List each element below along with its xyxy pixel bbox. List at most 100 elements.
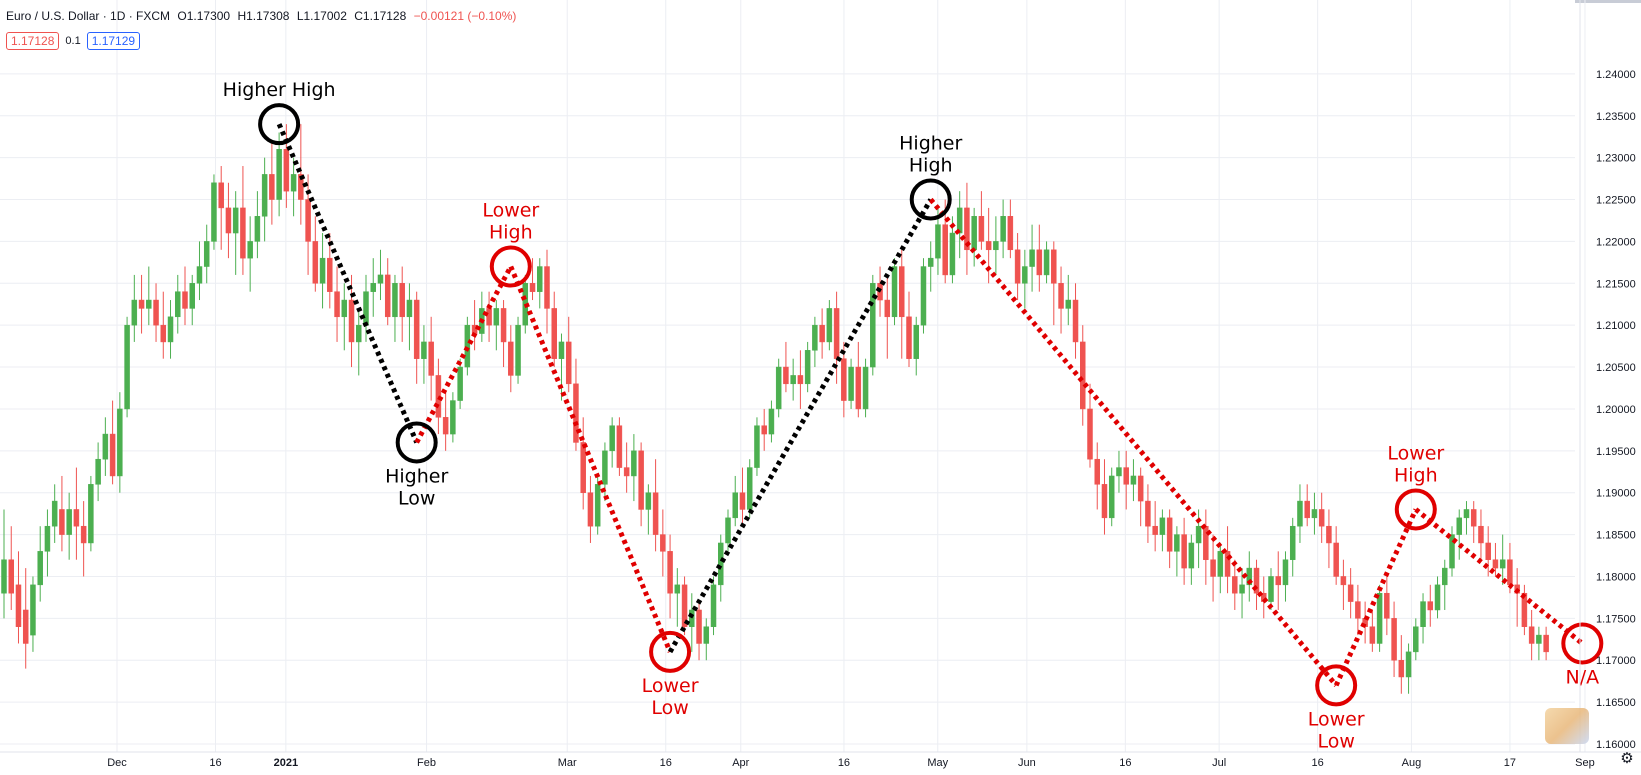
candle-body [59, 509, 65, 535]
candle [1333, 526, 1339, 585]
candle [689, 593, 695, 652]
candle [240, 166, 246, 275]
candle [1022, 249, 1028, 309]
swing-point-circle [909, 178, 952, 221]
y-tick-label: 1.23000 [1596, 153, 1636, 165]
candle-body [1224, 551, 1231, 577]
candle-body [1, 559, 7, 594]
candle [870, 274, 876, 376]
candle [334, 266, 340, 342]
candle [768, 400, 775, 443]
candle-body [1405, 651, 1412, 678]
candle-body [508, 341, 514, 376]
candle [1188, 534, 1195, 585]
candle-body [124, 324, 130, 410]
candle [674, 568, 681, 627]
candle [175, 274, 181, 334]
candle [1065, 274, 1072, 326]
candle [124, 316, 130, 418]
candle-body [298, 174, 304, 200]
trend-line [508, 265, 673, 653]
symbol-label[interactable]: Euro / U.S. Dollar · 1D · FXCM [6, 9, 171, 23]
candle-body [1210, 559, 1216, 577]
candle-body [1347, 584, 1354, 602]
candle-body [370, 283, 376, 292]
candle-body [884, 299, 891, 318]
x-tick-label: 16 [838, 757, 850, 769]
candle [1268, 568, 1274, 610]
candle [993, 216, 999, 275]
y-tick-label: 1.20500 [1596, 362, 1636, 374]
swing-point-label: Higher [899, 133, 962, 155]
y-tick-label: 1.16500 [1596, 697, 1636, 709]
candle-body [1022, 266, 1028, 284]
candle [298, 124, 304, 225]
candle-body [558, 341, 565, 359]
candle [783, 341, 789, 393]
candle [804, 341, 811, 393]
candle [1, 509, 7, 619]
candle [1130, 459, 1137, 502]
candle-body [1499, 559, 1506, 569]
candle-body [406, 299, 413, 318]
candle-body [1123, 467, 1129, 485]
candle-body [1420, 601, 1426, 627]
y-tick-label: 1.19000 [1596, 488, 1636, 500]
candle [1304, 484, 1310, 527]
candle [710, 576, 717, 636]
candle-body [703, 626, 710, 644]
candle [819, 308, 825, 359]
trend-layer [276, 123, 1584, 687]
candle [1326, 509, 1332, 569]
candle [102, 417, 109, 476]
candle-body [486, 308, 492, 326]
y-tick-label: 1.24000 [1596, 69, 1636, 81]
candle [442, 392, 449, 451]
candle-body [8, 559, 14, 594]
candle-body [833, 308, 840, 359]
settings-gear-icon[interactable]: ⚙ [1620, 750, 1634, 767]
candle-body [1195, 525, 1202, 544]
swing-point-label: Low [1317, 730, 1354, 752]
candle-body [1536, 634, 1542, 644]
candle [8, 526, 14, 610]
candle-body [377, 274, 384, 284]
candle [95, 442, 101, 502]
candle-body [537, 266, 543, 292]
candle [421, 325, 427, 384]
x-tick-label: 17 [1504, 757, 1516, 769]
x-tick-label: Sep [1575, 757, 1595, 769]
candle-body [790, 375, 796, 385]
candle-body [348, 299, 355, 343]
sell-button[interactable]: 1.17128 [6, 32, 60, 50]
candle-body [602, 450, 608, 485]
buy-button[interactable]: 1.17129 [86, 32, 141, 50]
candle-body [1391, 618, 1397, 661]
candle-body [1174, 534, 1180, 552]
y-tick-label: 1.22500 [1596, 195, 1636, 207]
candle [884, 274, 891, 359]
candle-body [276, 149, 282, 200]
candle-body [848, 366, 854, 401]
candle-body [985, 241, 992, 251]
candle [464, 316, 471, 376]
candle [587, 475, 594, 543]
candle [319, 233, 326, 309]
open-value: O1.17300 [177, 9, 231, 23]
candle-body [1326, 525, 1332, 544]
candle [1362, 601, 1368, 644]
candle [1376, 584, 1383, 652]
swing-point-circle [489, 245, 532, 288]
candle-body [1051, 249, 1057, 284]
candle [1094, 442, 1100, 510]
candle-body [182, 291, 188, 309]
candle-body [573, 383, 579, 443]
candle-body [515, 324, 521, 376]
candle [254, 191, 261, 259]
x-tick-label: Feb [417, 757, 436, 769]
candle-body [392, 283, 398, 318]
candle [1347, 568, 1354, 619]
candle-body [971, 216, 977, 251]
candle [269, 140, 275, 225]
